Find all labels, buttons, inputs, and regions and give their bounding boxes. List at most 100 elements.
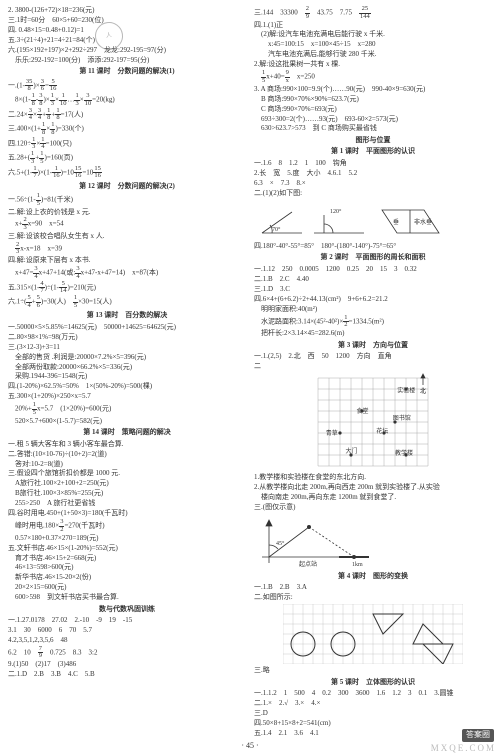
text-line: 一.1.B 2.B 3.A <box>254 583 492 592</box>
h1: 第 1 课时 平面图形的认识 <box>254 147 492 156</box>
svg-text:非水垂: 非水垂 <box>414 218 432 226</box>
text-line: 楼向南走 200m,再向东走 1200m 就到食堂了. <box>254 493 492 502</box>
text-line: 一.租 5 辆大客车和 3 辆小客车最合算. <box>8 440 246 449</box>
h2: 第 2 课时 平面图形的周长和面积 <box>254 253 492 262</box>
text-line: 600>598 到文轩书店买书最合算. <box>8 593 246 602</box>
text-line: 六.(195×192+197)×2+292÷297 龙龙:292-195=97(… <box>8 46 246 55</box>
text-line: 693÷300=2(个)……93(元) 693-60×2=573(元) <box>254 115 492 124</box>
text-line: x:45=100:15 x=100×45÷15 x=280 <box>254 40 492 49</box>
text-line: C 商场:990×70%=693(元) <box>254 105 492 114</box>
text-line: 二.解:设上衣的价钱是 x 元. <box>8 208 246 217</box>
text-line: 二.24×34×34+18+18=17(人) <box>8 108 246 122</box>
text-line: 2. 3800-(126+72)×18=236(元) <box>8 6 246 15</box>
text-line: 8×(1-18-38)×13×110…13×310=20(kg) <box>8 93 246 107</box>
hgeom: 图形与位置 <box>254 136 492 145</box>
text-line: 四.1.(1)正 <box>254 21 492 30</box>
text-line: 9.(1)50 (2)17 (3)486 <box>8 660 246 669</box>
text-line: 三.略 <box>254 666 492 675</box>
text-line: 0.57×180+0.37×270=189(元) <box>8 534 246 543</box>
text-line: 五.28+(13+15)=160(页) <box>8 151 246 165</box>
h12: 第 12 课时 分数问题的解决(2) <box>8 182 246 191</box>
text-line: 520×5.7+600×(1-5.7)=582(元) <box>8 417 246 426</box>
svg-text:北: 北 <box>420 387 426 395</box>
text-line: 四. 0.48×15=0.48+0.12)=1 <box>8 26 246 35</box>
text-line: 四.(1-20%)×62.5%=50% 1×(50%-20%)=500(棵) <box>8 382 246 391</box>
page-number: · 45 · <box>0 741 500 752</box>
text-line: 五.1.4 2.1 3.6 4.1 <box>254 729 492 738</box>
text-line: 三.假设四个旅馆折扣价都是 1000 元. <box>8 469 246 478</box>
text-line: 新华书店.46×15-20×2(份) <box>8 573 246 582</box>
left-column: 2. 3800-(126+72)×18=236(元)三.1时=60分 60×5+… <box>8 6 246 739</box>
text-line: 23x-x=18 x=39 <box>8 242 246 256</box>
right-column: 三.144 33300 29 43.75 7.75 25144四.1.(1)正 … <box>254 6 492 739</box>
text-line: 2.长 宽 5.度 大小 4.6.1 5.2 <box>254 169 492 178</box>
text-line: 明明家面积:40(m²) <box>254 305 492 314</box>
svg-text:起点站: 起点站 <box>299 560 317 568</box>
hgk: 数与代数巩固训练 <box>8 605 246 614</box>
text-line: 2.解:设这批果树一共有 x 棵. <box>254 60 492 69</box>
text-line: 四.谷时用电.450+(1+50×3)=180(千瓦时) <box>8 509 246 518</box>
text-line: 采购.1944-396=1548(元) <box>8 372 246 381</box>
text-line: 255>250 A 旅行社更省钱 <box>8 499 246 508</box>
text-line: 一.1.12 250 0.0005 1200 0.25 20 15 3 0.32 <box>254 265 492 274</box>
svg-text:垂: 垂 <box>393 219 399 226</box>
fig-shapes-grid <box>254 604 492 664</box>
h11: 第 11 课时 分数问题的解决(1) <box>8 67 246 76</box>
svg-text:45°: 45° <box>276 540 285 547</box>
h13: 第 13 课时 百分数的解决 <box>8 311 246 320</box>
svg-text:1km: 1km <box>352 562 363 568</box>
text-line: x+23x=90 x=54 <box>8 217 246 231</box>
text-line: x+47=34x+47+14(或:34x+47-x+47=14) x=87(本) <box>8 266 246 280</box>
text-line: 五.文轩书店.46×15×(1-20%)=552(元) <box>8 544 246 553</box>
text-line: 二 <box>254 362 492 371</box>
text-line: 4.2,3,5,1,2,3,5,6 48 <box>8 636 246 645</box>
text-line: 汽车电池充满后,能够行驶 280 千米. <box>254 50 492 59</box>
text-line: 四.50×8+15×8+2=541(cm) <box>254 719 492 728</box>
text-line: 630>623.7>573 到 C 商场购买最省钱 <box>254 124 492 133</box>
text-line: 五.3÷(21÷4)+21=4÷21=84(个) <box>8 36 246 45</box>
text-line: A旅行社.100×2+100+2=250(元) <box>8 479 246 488</box>
svg-text:教学楼: 教学楼 <box>395 449 413 457</box>
text-line: 五.300×(1+20%)×250×x=5.7 <box>8 392 246 401</box>
text-line: 四.180°-40°-55°=85° 180°-(180°-140°)-75°=… <box>254 242 492 251</box>
h5: 第 5 课时 立体图形的认识 <box>254 678 492 687</box>
text-line: 一.1.1.2 1 500 4 0.2 300 3600 1.6 1.2 3 0… <box>254 689 492 698</box>
svg-text:大门: 大门 <box>346 447 358 455</box>
text-line: 三.D <box>254 709 492 718</box>
text-line: 二.1.B 2.C 4.40 <box>254 275 492 284</box>
text-line: B旅行社.100×3×85%=255(元) <box>8 489 246 498</box>
text-line: 六.1÷(54+56)=30(人) 15×30=15(人) <box>8 295 246 309</box>
text-line: 三.(图仅示意) <box>254 503 492 512</box>
text-line: 乐乐:292-192=100(分) 添添:292-197=95(分) <box>8 56 246 65</box>
text-line: 水泥路面积:3.14×(45²-40²)×12=1334.5(m²) <box>254 315 492 329</box>
svg-text:花坛: 花坛 <box>376 427 388 435</box>
text-line: 46×13=598>600(元) <box>8 563 246 572</box>
text-line: 四.6×4+(6+6.2)÷2+44.13(cm²) 9+6+6.2=21.2 <box>254 295 492 304</box>
text-line: 三.144 33300 29 43.75 7.75 25144 <box>254 6 492 20</box>
text-line: 三.1.D 3.C <box>254 285 492 294</box>
text-line: 3. A 商场:990×100=9.9(个)……90(元) 990-40×9=6… <box>254 85 492 94</box>
text-line: 6.2 10 79 0.725 8.3 3:2 <box>8 646 246 660</box>
text-line: B 商场:990×70%×90%=623.7(元) <box>254 95 492 104</box>
text-line: 二.1.× 2.√ 3.× 4.× <box>254 699 492 708</box>
text-line: 20%+15x=5.7 (1×20%)=600(元) <box>8 402 246 416</box>
text-line: 全部的售货 .利润是:20000×7.2%×5=396(元) <box>8 353 246 362</box>
h4: 第 4 课时 图形的变换 <box>254 572 492 581</box>
svg-text:实验楼: 实验楼 <box>397 387 415 395</box>
h3: 第 3 课时 方向与位置 <box>254 341 492 350</box>
text-line: 四.解:设原来下层有 x 本书. <box>8 256 246 265</box>
svg-text:青草: 青草 <box>326 430 338 438</box>
watermark-box: 答案圈 <box>462 729 494 742</box>
text-line: 把杆长:2×3.14×45=282.6(m) <box>254 329 492 338</box>
text-line: 四.120÷13×14=100(只) <box>8 137 246 151</box>
text-line: 二.(1)(2)如下图: <box>254 189 492 198</box>
text-line: 三.400×(1+18×18)=330(个) <box>8 122 246 136</box>
text-line: 2.从教学楼向北走 200m,再向西走 200m 就到实验楼了.从实验 <box>254 483 492 492</box>
text-line: 二.80×98×1%=98(万元) <box>8 333 246 342</box>
text-line: 育才书店.46×15+2=668(元) <box>8 554 246 563</box>
text-line: 三.解:设该校合唱队女生有 x 人. <box>8 232 246 241</box>
text-line: 二.如图所示: <box>254 593 492 602</box>
text-line: 6.3 × 7.3 8.× <box>254 179 492 188</box>
text-line: 三.1时=60分 60×5+60=230(位) <box>8 16 246 25</box>
text-line: 五.315×(1-47)÷(1-514)=210(元) <box>8 281 246 295</box>
